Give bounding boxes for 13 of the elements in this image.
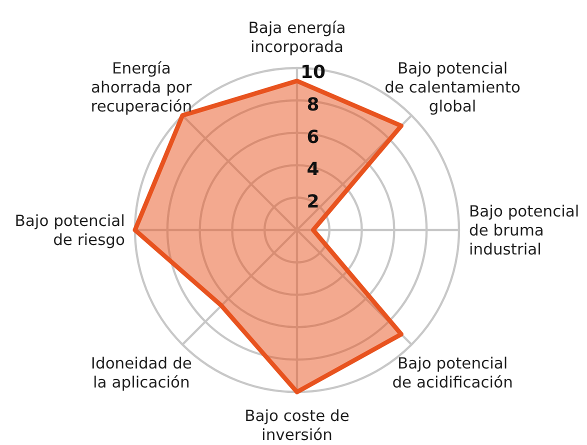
spoke-label: Bajo potencial de riesgo: [14, 212, 125, 249]
spoke-label: Energía ahorrada por recuperación: [90, 59, 192, 116]
spoke-label: Baja energía incorporada: [248, 18, 346, 56]
spoke-label: Bajo potencial de acidificación: [392, 354, 513, 392]
y-tick-label: 6: [306, 126, 320, 148]
spoke-label: Bajo coste de inversión: [244, 406, 350, 444]
spoke-label: Bajo potencial de calentamiento global: [384, 59, 521, 116]
spoke-label: Bajo potencial de bruma industrial: [469, 202, 580, 258]
y-tick-label: 2: [306, 192, 320, 213]
spoke-label: Idoneidad de la aplicación: [90, 354, 192, 392]
y-tick-label: 8: [306, 94, 320, 116]
y-tick-label: 4: [306, 159, 320, 180]
y-tick-label: 10: [300, 62, 326, 83]
